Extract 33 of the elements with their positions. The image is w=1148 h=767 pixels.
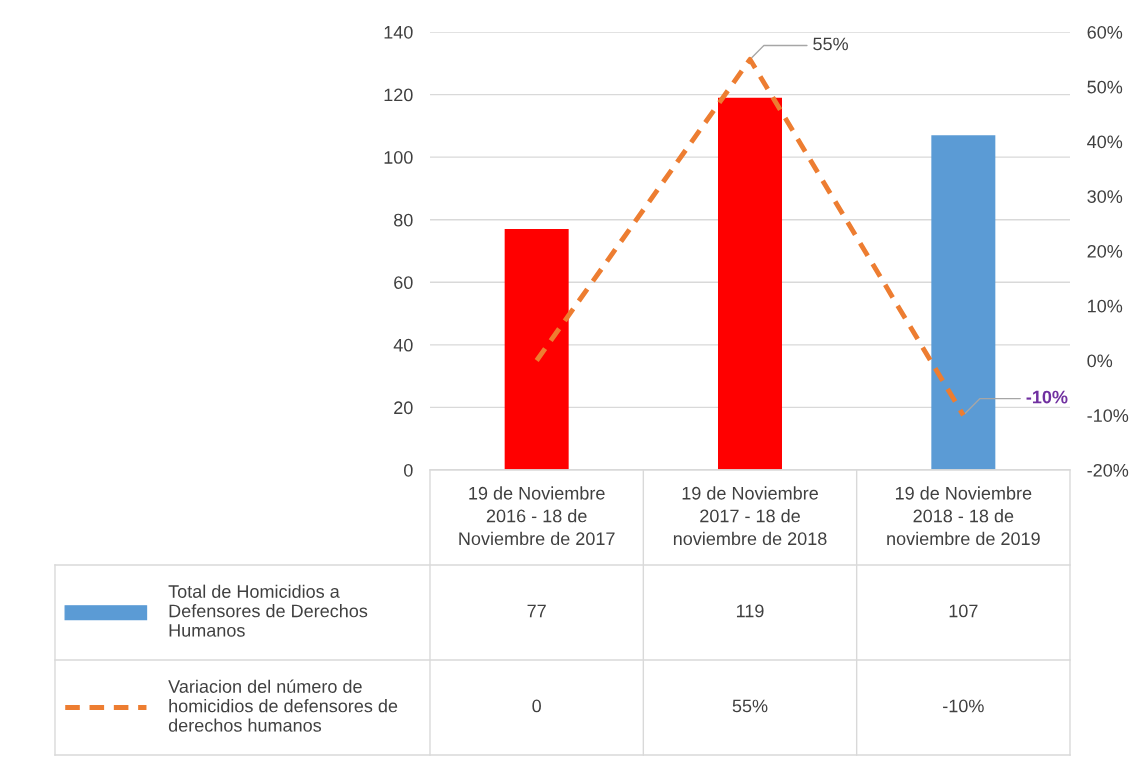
y-tick-label: 0 [404, 463, 413, 477]
data-label: -10% [943, 699, 984, 713]
y-tick-label: 80 [394, 213, 413, 227]
bar [504, 229, 569, 470]
y2-tick-label: 60% [1087, 25, 1123, 39]
y2-tick-label: 10% [1088, 299, 1123, 313]
x-tick-label: 19 de Noviembre 2016 - 18 de Noviembre de 2017 [459, 486, 615, 546]
data-label: 119 [736, 604, 764, 618]
y2-tick-label: -20% [1087, 463, 1129, 477]
x-tick-label: 19 de Noviembre 2018 - 18 de noviembre de 2019 [887, 486, 1040, 546]
y2-tick-label: -10% [1087, 409, 1129, 422]
legend-label: Variacion del número de homicidios de defensores de derechos humanos [168, 679, 398, 732]
y-tick-label: 40 [393, 338, 413, 352]
y2-tick-label: 20% [1087, 244, 1123, 258]
y2-tick-label: 50% [1087, 80, 1123, 94]
data-label: 0 [532, 699, 541, 713]
y2-tick-label: 40% [1087, 135, 1123, 149]
y2-tick-label: 30% [1087, 190, 1123, 203]
y-tick-label: 60 [394, 276, 413, 290]
x-tick-label: 19 de Noviembre 2017 - 18 de noviembre de 2018 [673, 486, 827, 546]
y-tick-label: 140 [384, 25, 413, 39]
bar [718, 97, 782, 470]
data-label: 107 [949, 604, 978, 618]
y-tick-label: 120 [384, 88, 413, 102]
bar [931, 135, 996, 470]
annotation: 55% [813, 37, 848, 51]
y-tick-label: 20 [394, 401, 413, 415]
data-label: 77 [527, 604, 546, 618]
annotation: -10% [1026, 390, 1068, 404]
legend-label: Total de Homicidios a Defensores de Derechos Humanos [168, 584, 368, 637]
data-label: 55% [732, 699, 768, 713]
y-tick-label: 100 [384, 151, 413, 164]
y2-tick-label: 0% [1087, 354, 1113, 368]
